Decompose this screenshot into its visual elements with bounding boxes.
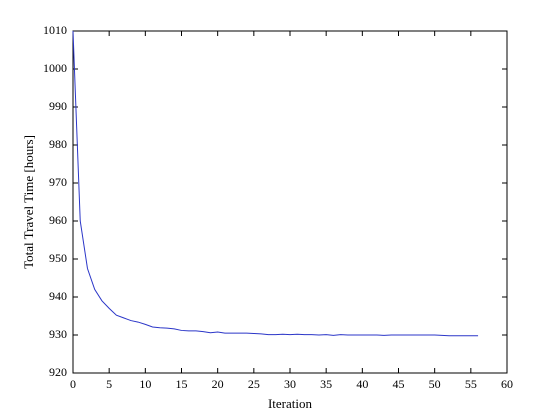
y-tick-label: 920 [49, 365, 67, 379]
x-axis-label: Iteration [268, 396, 313, 411]
x-tick-label: 20 [212, 377, 224, 391]
y-tick-label: 940 [49, 289, 67, 303]
y-tick-label: 980 [49, 137, 67, 151]
x-tick-label: 15 [176, 377, 188, 391]
y-tick-label: 950 [49, 251, 67, 265]
x-tick-label: 0 [70, 377, 76, 391]
y-tick-label: 1000 [43, 61, 67, 75]
x-tick-label: 50 [429, 377, 441, 391]
y-tick-label: 960 [49, 213, 67, 227]
y-tick-label: 990 [49, 99, 67, 113]
x-tick-label: 25 [248, 377, 260, 391]
data-line [72, 30, 479, 337]
y-tick-label: 970 [49, 175, 67, 189]
x-tick-label: 30 [284, 377, 296, 391]
x-tick-label: 55 [465, 377, 477, 391]
x-tick-label: 40 [356, 377, 368, 391]
x-tick-label: 5 [106, 377, 112, 391]
y-tick-label: 930 [49, 327, 67, 341]
plot-frame [72, 30, 508, 374]
x-tick-label: 10 [139, 377, 151, 391]
x-tick-label: 60 [501, 377, 513, 391]
x-tick-label: 35 [320, 377, 332, 391]
y-axis-label: Total Travel Time [hours] [21, 135, 36, 269]
y-tick-label: 1010 [43, 23, 67, 37]
x-tick-label: 45 [393, 377, 405, 391]
